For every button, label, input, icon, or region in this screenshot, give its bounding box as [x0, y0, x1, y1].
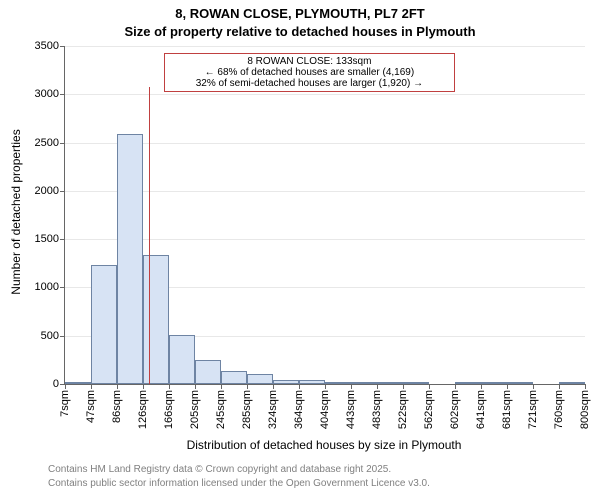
x-tick	[221, 384, 222, 389]
x-axis-label: Distribution of detached houses by size …	[64, 438, 584, 452]
annotation-line: 8 ROWAN CLOSE: 133sqm	[171, 56, 448, 67]
gridline	[65, 94, 585, 95]
x-tick	[65, 384, 66, 389]
histogram-bar	[169, 335, 195, 384]
x-tick	[299, 384, 300, 389]
histogram-bar	[377, 382, 403, 384]
plot-area: 05001000150020002500300035007sqm47sqm86s…	[64, 46, 585, 385]
x-tick-label: 245sqm	[215, 390, 227, 429]
x-tick	[91, 384, 92, 389]
x-tick	[117, 384, 118, 389]
histogram-bar	[143, 255, 169, 384]
gridline	[65, 46, 585, 47]
histogram-bar	[273, 380, 299, 384]
x-tick-label: 205sqm	[189, 390, 201, 429]
x-tick	[559, 384, 560, 389]
x-tick	[325, 384, 326, 389]
histogram-bar	[455, 382, 481, 384]
x-tick-label: 522sqm	[397, 390, 409, 429]
x-tick-label: 166sqm	[163, 390, 175, 429]
y-tick-label: 1000	[35, 281, 65, 293]
x-tick	[585, 384, 586, 389]
x-tick-label: 641sqm	[475, 390, 487, 429]
chart-title-line2: Size of property relative to detached ho…	[0, 24, 600, 39]
x-tick	[351, 384, 352, 389]
x-tick-label: 404sqm	[319, 390, 331, 429]
histogram-bar	[65, 382, 91, 384]
x-tick	[455, 384, 456, 389]
y-tick-label: 2500	[35, 137, 65, 149]
x-tick	[429, 384, 430, 389]
histogram-bar	[325, 382, 351, 384]
x-tick-label: 800sqm	[579, 390, 591, 429]
x-tick-label: 47sqm	[85, 390, 97, 423]
x-tick-label: 681sqm	[501, 390, 513, 429]
x-tick	[143, 384, 144, 389]
x-tick-label: 760sqm	[553, 390, 565, 429]
y-tick-label: 0	[53, 378, 65, 390]
x-tick	[533, 384, 534, 389]
histogram-bar	[481, 382, 507, 384]
gridline	[65, 239, 585, 240]
chart-container: 8, ROWAN CLOSE, PLYMOUTH, PL7 2FT Size o…	[0, 0, 600, 500]
x-tick	[247, 384, 248, 389]
footer-copyright-line1: Contains HM Land Registry data © Crown c…	[48, 464, 391, 475]
annotation-line: 32% of semi-detached houses are larger (…	[171, 78, 448, 89]
y-tick-label: 3000	[35, 88, 65, 100]
x-tick-label: 364sqm	[293, 390, 305, 429]
chart-title-line1: 8, ROWAN CLOSE, PLYMOUTH, PL7 2FT	[0, 6, 600, 21]
y-axis-label: Number of detached properties	[9, 112, 23, 312]
x-tick-label: 86sqm	[111, 390, 123, 423]
x-tick	[481, 384, 482, 389]
x-tick	[273, 384, 274, 389]
histogram-bar	[403, 382, 429, 384]
x-tick	[377, 384, 378, 389]
histogram-bar	[195, 360, 221, 384]
y-tick-label: 500	[41, 330, 65, 342]
x-tick-label: 483sqm	[371, 390, 383, 429]
x-tick-label: 602sqm	[449, 390, 461, 429]
gridline	[65, 191, 585, 192]
x-tick	[169, 384, 170, 389]
y-tick-label: 3500	[35, 40, 65, 52]
x-tick-label: 126sqm	[137, 390, 149, 429]
annotation-line: ← 68% of detached houses are smaller (4,…	[171, 67, 448, 78]
property-marker-line	[149, 87, 150, 384]
x-tick	[507, 384, 508, 389]
histogram-bar	[507, 382, 533, 384]
x-tick-label: 285sqm	[241, 390, 253, 429]
x-tick-label: 443sqm	[345, 390, 357, 429]
x-tick-label: 562sqm	[423, 390, 435, 429]
x-tick-label: 324sqm	[267, 390, 279, 429]
histogram-bar	[221, 371, 247, 384]
x-tick	[195, 384, 196, 389]
property-annotation: 8 ROWAN CLOSE: 133sqm← 68% of detached h…	[164, 53, 455, 92]
x-tick-label: 721sqm	[527, 390, 539, 429]
y-tick-label: 1500	[35, 233, 65, 245]
histogram-bar	[559, 382, 585, 384]
footer-copyright-line2: Contains public sector information licen…	[48, 478, 430, 489]
y-tick-label: 2000	[35, 185, 65, 197]
histogram-bar	[247, 374, 273, 384]
histogram-bar	[91, 265, 117, 384]
x-tick	[403, 384, 404, 389]
x-tick-label: 7sqm	[59, 390, 71, 417]
histogram-bar	[117, 134, 143, 384]
histogram-bar	[351, 382, 377, 384]
gridline	[65, 143, 585, 144]
histogram-bar	[299, 380, 325, 384]
